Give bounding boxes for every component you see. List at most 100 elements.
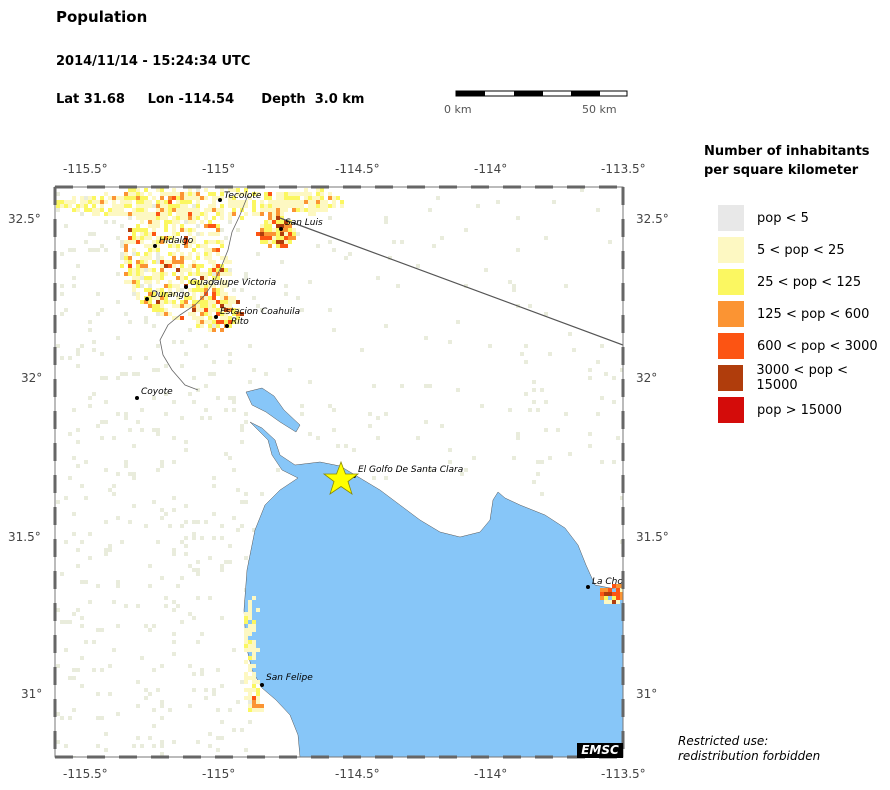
pop-cell (212, 320, 216, 324)
pop-cell-low (172, 460, 176, 464)
pop-cell (252, 200, 256, 204)
pop-cell (212, 308, 216, 312)
star-icon (322, 460, 360, 495)
pop-cell-low (368, 424, 372, 428)
pop-cell (144, 300, 148, 304)
pop-cell-low (152, 428, 156, 432)
pop-cell (300, 204, 304, 208)
pop-cell-low (84, 580, 88, 584)
pop-cell-low (220, 616, 224, 620)
pop-cell-low (92, 340, 96, 344)
pop-cell-low (64, 648, 68, 652)
pop-cell (148, 248, 152, 252)
pop-cell (188, 220, 192, 224)
pop-cell (264, 240, 268, 244)
pop-cell (124, 272, 128, 276)
pop-cell (288, 236, 292, 240)
pop-cell (172, 204, 176, 208)
pop-cell-low (84, 196, 88, 200)
depth-text: Depth 3.0 km (261, 92, 365, 107)
pop-cell (256, 608, 260, 612)
pop-cell (108, 208, 112, 212)
pop-cell (112, 204, 116, 208)
pop-cell (256, 648, 260, 652)
pop-cell (232, 196, 236, 200)
pop-cell (236, 308, 240, 312)
pop-cell (276, 200, 280, 204)
pop-cell-low (440, 424, 444, 428)
pop-cell (176, 216, 180, 220)
pop-cell-low (536, 472, 540, 476)
pop-cell (148, 200, 152, 204)
pop-cell-low (620, 496, 623, 500)
pop-cell (204, 312, 208, 316)
pop-cell (172, 284, 176, 288)
place-dot (214, 315, 218, 319)
pop-cell-low (140, 656, 144, 660)
pop-cell (156, 280, 160, 284)
pop-cell (176, 220, 180, 224)
pop-cell (316, 200, 320, 204)
pop-cell (280, 232, 284, 236)
pop-cell (192, 288, 196, 292)
pop-cell-low (212, 272, 216, 276)
pop-cell (212, 240, 216, 244)
pop-cell-low (120, 540, 124, 544)
pop-cell (216, 232, 220, 236)
pop-cell (156, 296, 160, 300)
pop-cell (260, 240, 264, 244)
pop-cell-low (244, 276, 248, 280)
pop-cell-low (104, 248, 108, 252)
pop-cell-low (112, 220, 116, 224)
scale-bar (455, 90, 628, 97)
pop-cell-low (152, 500, 156, 504)
pop-cell-low (464, 284, 468, 288)
pop-cell (216, 252, 220, 256)
pop-cell (116, 212, 120, 216)
pop-cell (308, 192, 312, 196)
pop-cell-low (164, 512, 168, 516)
pop-cell-low (104, 420, 108, 424)
pop-cell (120, 200, 124, 204)
pop-cell (184, 244, 188, 248)
pop-cell-low (392, 240, 396, 244)
pop-cell (196, 264, 200, 268)
pop-cell-low (72, 612, 76, 616)
pop-cell (144, 196, 148, 200)
pop-cell (248, 676, 252, 680)
pop-cell-low (552, 200, 556, 204)
pop-cell (284, 224, 288, 228)
pop-cell (276, 220, 280, 224)
pop-cell (196, 272, 200, 276)
pop-cell-low (348, 252, 352, 256)
pop-cell (132, 272, 136, 276)
pop-cell-low (300, 308, 304, 312)
legend-label: 600 < pop < 3000 (757, 338, 878, 354)
pop-cell (208, 268, 212, 272)
pop-cell (268, 196, 272, 200)
pop-cell-low (568, 332, 572, 336)
pop-cell (144, 188, 148, 192)
place-dot (184, 285, 188, 289)
pop-cell (152, 260, 156, 264)
pop-cell-low (600, 460, 604, 464)
pop-cell-low (96, 628, 100, 632)
pop-cell-low (160, 716, 164, 720)
pop-cell (204, 276, 208, 280)
pop-cell (260, 232, 264, 236)
pop-cell-low (316, 436, 320, 440)
pop-cell-low (236, 488, 240, 492)
pop-cell (124, 252, 128, 256)
pop-cell-low (384, 216, 388, 220)
pop-cell (136, 224, 140, 228)
pop-cell (188, 252, 192, 256)
pop-cell (160, 308, 164, 312)
pop-cell-low (124, 372, 128, 376)
pop-cell (160, 288, 164, 292)
pop-cell (216, 320, 220, 324)
pop-cell (244, 696, 248, 700)
map-title: Population (56, 8, 148, 26)
pop-cell (212, 192, 216, 196)
pop-cell-low (68, 356, 72, 360)
pop-cell (188, 232, 192, 236)
